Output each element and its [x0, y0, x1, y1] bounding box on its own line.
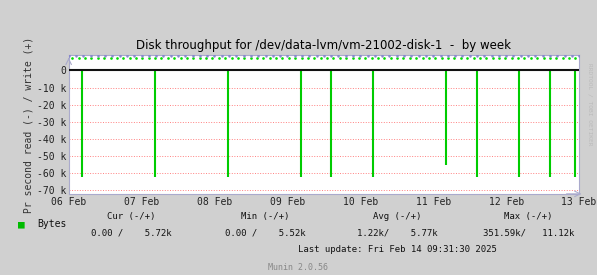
Text: Cur (-/+): Cur (-/+) [107, 212, 156, 221]
Text: Avg (-/+): Avg (-/+) [373, 212, 421, 221]
Text: Bytes: Bytes [37, 219, 66, 229]
Text: 0.00 /    5.52k: 0.00 / 5.52k [225, 229, 306, 238]
Y-axis label: Pr second read (-) / write (+): Pr second read (-) / write (+) [24, 36, 33, 213]
Text: Min (-/+): Min (-/+) [241, 212, 290, 221]
Text: Max (-/+): Max (-/+) [504, 212, 553, 221]
Text: 351.59k/   11.12k: 351.59k/ 11.12k [482, 229, 574, 238]
Text: Munin 2.0.56: Munin 2.0.56 [269, 263, 328, 272]
Text: 0.00 /    5.72k: 0.00 / 5.72k [91, 229, 172, 238]
Title: Disk throughput for /dev/data-lvm/vm-21002-disk-1  -  by week: Disk throughput for /dev/data-lvm/vm-210… [136, 39, 512, 53]
Text: 1.22k/    5.77k: 1.22k/ 5.77k [356, 229, 438, 238]
Text: ■: ■ [18, 219, 24, 229]
Text: RRDTOOL / TOBI OETIKER: RRDTOOL / TOBI OETIKER [588, 63, 593, 146]
Text: Last update: Fri Feb 14 09:31:30 2025: Last update: Fri Feb 14 09:31:30 2025 [297, 245, 497, 254]
